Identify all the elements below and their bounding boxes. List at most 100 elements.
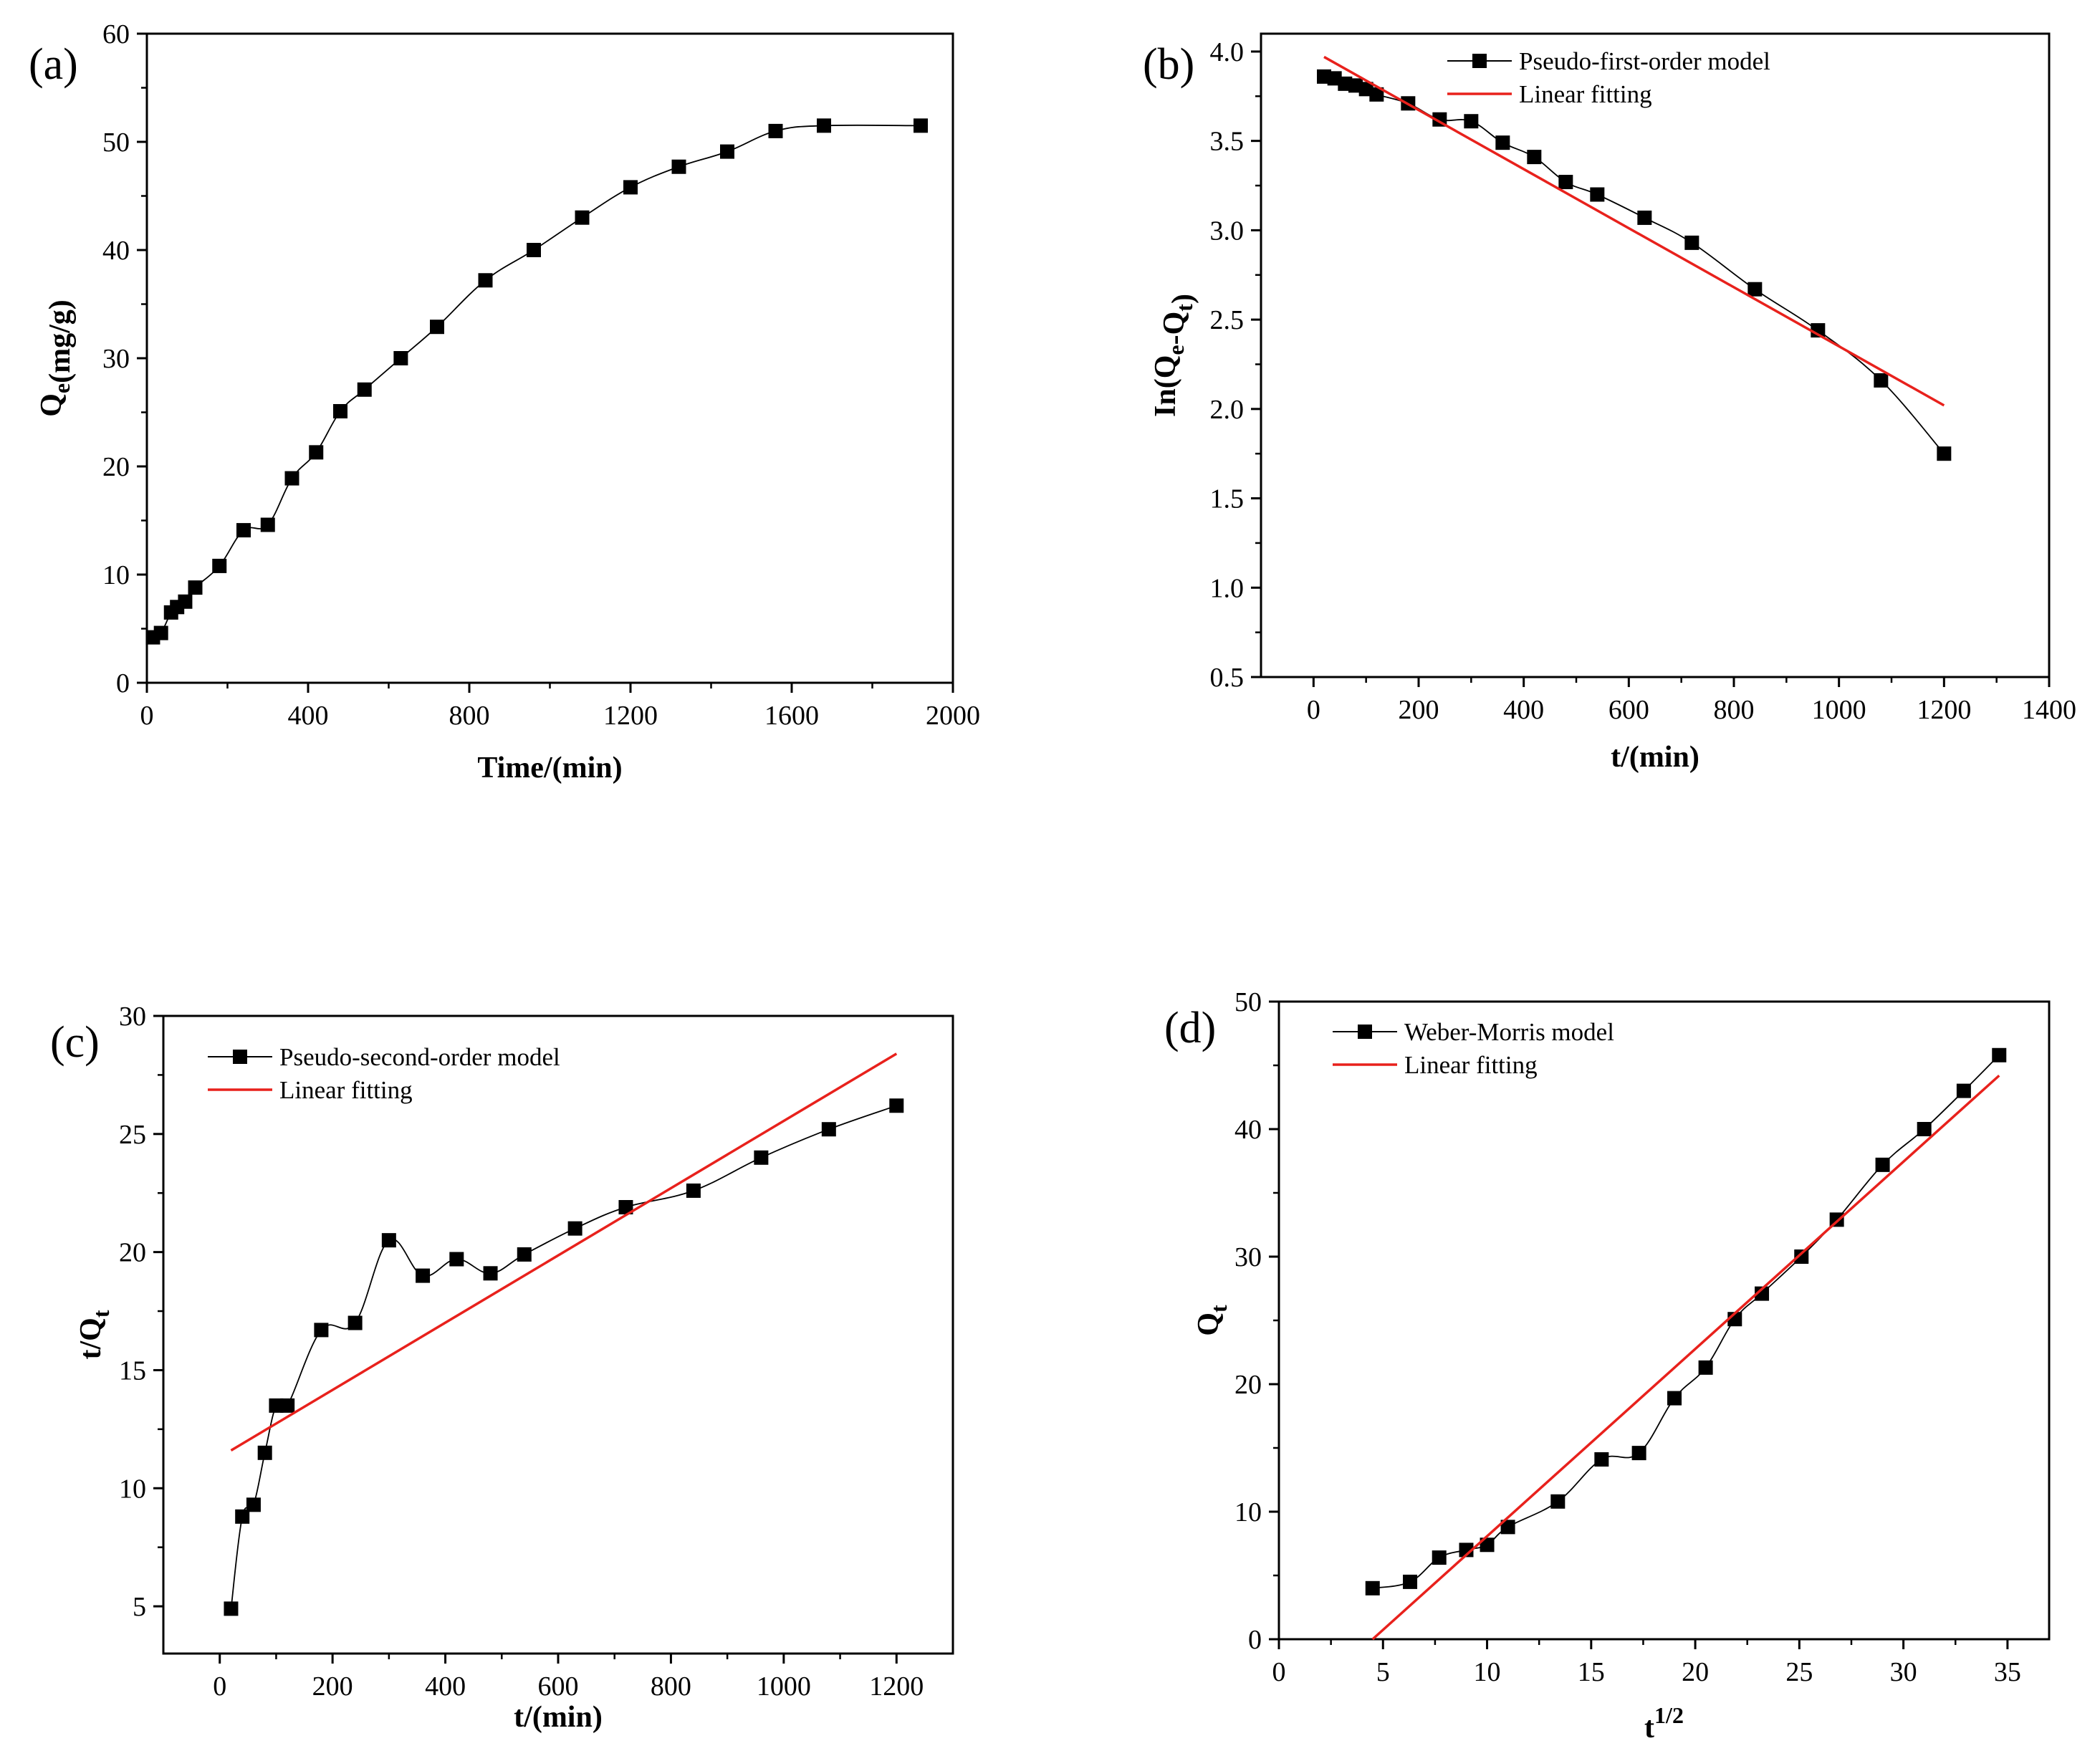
data-point: [720, 144, 734, 159]
panel-c: 0 200 400 600 800 1000 1200 5 10 15 20 25 30 t/(min) t…: [50, 1002, 954, 1734]
data-point: [381, 1233, 396, 1248]
panel-label: (d): [1164, 1004, 1216, 1052]
y-tick-label: 50: [102, 128, 130, 158]
data-point: [347, 1315, 363, 1330]
data-point: [1917, 1122, 1932, 1136]
panel-d: 0 5 10 15 20 25 30 35 0 10 20 30 40 50 t1/2 Qt (d) Weber-…: [1164, 987, 2051, 1745]
x-tick-label: 400: [288, 701, 329, 731]
y-axis-title: Qt: [1192, 1305, 1232, 1336]
y-tick-label: 5: [133, 1592, 146, 1622]
x-tick-label: 600: [538, 1671, 579, 1702]
data-point: [821, 1122, 836, 1137]
data-point: [1874, 373, 1889, 388]
x-tick-label: 800: [651, 1671, 691, 1702]
y-tick-label: 1.0: [1210, 573, 1245, 603]
data-point: [817, 118, 831, 133]
data-point: [686, 1183, 701, 1198]
fit-line: [230, 1052, 898, 1452]
x-tick-label: 0: [140, 701, 154, 731]
y-tick-label: 10: [102, 560, 130, 590]
x-tick-label: 200: [312, 1671, 353, 1702]
data-point: [430, 320, 444, 335]
data-point: [527, 243, 541, 257]
data-point: [623, 180, 638, 195]
y-tick-label: 50: [1234, 987, 1262, 1017]
data-point: [416, 1268, 431, 1283]
y-tick-label: 4.0: [1210, 37, 1245, 67]
data-point: [1365, 1580, 1380, 1596]
data-point: [1464, 114, 1479, 129]
data-point: [269, 1398, 284, 1413]
data-point: [1667, 1391, 1682, 1406]
data-point: [1495, 135, 1510, 150]
x-tick-label: 0: [213, 1671, 226, 1702]
data-point: [309, 445, 324, 460]
fit-line: [1323, 55, 1945, 407]
data-point: [889, 1098, 904, 1113]
data-point: [1937, 446, 1952, 461]
x-tick-label: 1200: [869, 1671, 924, 1702]
data-point: [393, 351, 408, 365]
legend-label: Pseudo-second-order model: [279, 1043, 560, 1071]
data-point: [1527, 150, 1542, 165]
data-line: [1323, 76, 1945, 454]
y-tick-label: 3.0: [1210, 216, 1245, 246]
y-tick-label: 0: [116, 668, 130, 699]
data-point: [1755, 1286, 1770, 1301]
x-tick-label: 1000: [757, 1671, 811, 1702]
y-axis-title: t/Qt: [75, 1310, 114, 1359]
data-point: [618, 1200, 633, 1214]
x-tick-label: 1200: [1917, 695, 1971, 725]
y-tick-label: 10: [119, 1474, 146, 1504]
panel-a: 0 400 800 1200 1600 2000 0 10 20 30 40 50 60 Time/(mi…: [29, 19, 980, 785]
x-tick-label: 600: [1608, 695, 1649, 725]
data-point: [212, 558, 227, 573]
plot-frame: [1277, 1000, 2051, 1641]
legend-label: Linear fitting: [1519, 80, 1652, 108]
data-point: [1684, 235, 1699, 250]
panel-label: (a): [29, 40, 78, 89]
y-tick-label: 30: [102, 344, 130, 374]
data-point: [1637, 210, 1652, 225]
legend-label: Linear fitting: [279, 1076, 413, 1104]
data-point: [224, 1601, 239, 1616]
data-point: [1500, 1520, 1515, 1535]
data-line: [1372, 1055, 2000, 1589]
y-tick-label: 25: [119, 1120, 146, 1150]
plot-frame: [1260, 32, 2051, 678]
x-tick-label: 0: [1272, 1657, 1286, 1687]
data-point: [478, 273, 493, 288]
x-tick-label: 400: [425, 1671, 466, 1702]
x-tick-label: 1000: [1812, 695, 1866, 725]
x-tick-label: 200: [1399, 695, 1439, 725]
legend-marker: [1472, 54, 1487, 68]
y-tick-label: 3.5: [1210, 127, 1245, 157]
data-point: [1698, 1360, 1713, 1375]
x-axis-title: Time/(min): [477, 752, 622, 785]
data-point: [280, 1398, 295, 1413]
data-point: [153, 625, 168, 640]
x-tick-label: 400: [1503, 695, 1544, 725]
data-point: [754, 1150, 769, 1165]
data-point: [449, 1252, 464, 1267]
data-point: [1956, 1083, 1971, 1098]
data-point: [314, 1323, 329, 1338]
data-point: [1590, 187, 1605, 202]
x-tick-label: 20: [1682, 1657, 1709, 1687]
data-point: [483, 1266, 498, 1281]
x-tick-label: 1200: [603, 701, 658, 731]
data-point: [333, 403, 347, 418]
fit-line: [1371, 1074, 2000, 1641]
plot-frame: [162, 1014, 954, 1655]
panel-label: (c): [50, 1018, 100, 1067]
data-point: [1558, 175, 1573, 190]
data-point: [1594, 1452, 1609, 1467]
data-point: [914, 118, 928, 133]
x-tick-label: 30: [1890, 1657, 1917, 1687]
legend-label: Linear fitting: [1404, 1051, 1538, 1079]
data-point: [357, 382, 372, 397]
y-tick-label: 20: [102, 452, 130, 482]
data-point: [236, 523, 251, 538]
y-axis-title: Qe(mg/g): [35, 299, 77, 417]
